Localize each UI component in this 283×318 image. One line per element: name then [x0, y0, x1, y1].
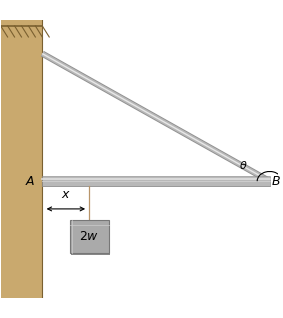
- Text: $A$: $A$: [25, 175, 35, 188]
- Text: $2w$: $2w$: [79, 230, 100, 243]
- Bar: [42, 176, 270, 186]
- Text: $x$: $x$: [61, 188, 71, 201]
- Bar: [1, 20, 42, 298]
- Text: $\theta$: $\theta$: [239, 160, 248, 171]
- Text: $B$: $B$: [271, 175, 281, 188]
- Bar: [70, 220, 109, 253]
- Bar: [71, 221, 110, 255]
